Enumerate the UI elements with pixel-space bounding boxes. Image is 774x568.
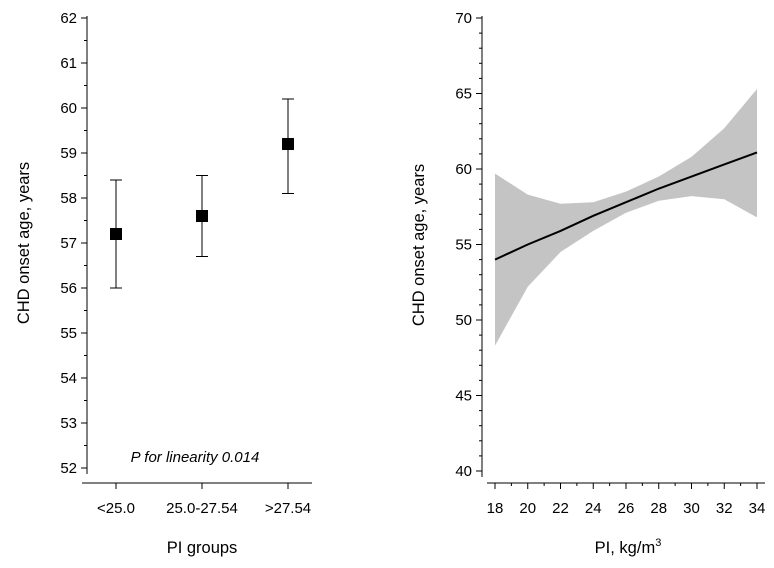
right-y-tick-label: 45 xyxy=(455,388,472,405)
confidence-band xyxy=(495,88,757,346)
right-x-tick-label: 28 xyxy=(650,500,667,517)
right-y-axis: 40 45 50 55 60 65 70 xyxy=(455,10,483,480)
left-y-axis: 52 53 54 55 56 57 58 59 60 61 62 xyxy=(60,10,88,477)
left-x-tick-label: 25.0-27.54 xyxy=(166,500,238,517)
right-y-tick-label: 50 xyxy=(455,312,472,329)
left-y-tick-label: 55 xyxy=(60,325,77,342)
right-x-tick-label: 22 xyxy=(552,500,569,517)
right-x-tick-label: 26 xyxy=(618,500,635,517)
left-y-tick-label: 57 xyxy=(60,235,77,252)
left-y-axis-title: CHD onset age, years xyxy=(15,162,33,324)
right-x-axis-title: PI, kg/m3 xyxy=(595,537,662,557)
pi-groups-chart: 52 53 54 55 56 57 58 59 60 61 62 <25.0 25.0-27.54 >2… xyxy=(15,10,312,557)
right-x-axis: 18 20 22 24 26 28 30 32 34 xyxy=(487,482,766,517)
pi-continuous-chart: 40 45 50 55 60 65 70 18 20 22 24 26 28 30 32 34 PI, kg… xyxy=(410,10,765,557)
left-y-tick-label: 62 xyxy=(60,10,77,27)
left-y-tick-label: 61 xyxy=(60,55,77,72)
left-x-axis: <25.0 25.0-27.54 >27.54 xyxy=(82,482,312,517)
right-x-tick-label: 30 xyxy=(683,500,700,517)
right-y-axis-title: CHD onset age, years xyxy=(410,164,428,326)
right-x-tick-label: 20 xyxy=(519,500,536,517)
right-x-axis-title-text: PI, kg/m xyxy=(595,539,656,557)
right-x-tick-label: 32 xyxy=(716,500,733,517)
left-y-tick-label: 58 xyxy=(60,190,77,207)
left-y-tick-label: 60 xyxy=(60,100,77,117)
right-x-tick-label: 18 xyxy=(487,500,504,517)
right-y-tick-label: 70 xyxy=(455,10,472,27)
data-point xyxy=(282,138,294,150)
fitted-curve xyxy=(494,151,758,261)
left-annotation: P for linearity 0.014 xyxy=(131,449,260,466)
right-x-tick-label: 24 xyxy=(585,500,602,517)
right-y-tick-label: 65 xyxy=(455,86,472,103)
right-x-tick-label: 34 xyxy=(749,500,766,517)
right-y-tick-label: 40 xyxy=(455,463,472,480)
left-x-axis-title: PI groups xyxy=(167,539,238,557)
left-y-tick-label: 59 xyxy=(60,145,77,162)
left-y-tick-label: 54 xyxy=(60,370,77,387)
data-point xyxy=(196,210,208,222)
data-point xyxy=(110,228,122,240)
right-y-tick-label: 55 xyxy=(455,237,472,254)
right-y-tick-label: 60 xyxy=(455,161,472,178)
left-y-tick-label: 52 xyxy=(60,460,77,477)
right-x-axis-title-superscript: 3 xyxy=(655,537,661,549)
left-x-tick-label: >27.54 xyxy=(265,500,311,517)
left-y-tick-label: 53 xyxy=(60,415,77,432)
left-y-tick-label: 56 xyxy=(60,280,77,297)
left-data-points xyxy=(110,98,294,289)
left-x-tick-label: <25.0 xyxy=(97,500,135,517)
